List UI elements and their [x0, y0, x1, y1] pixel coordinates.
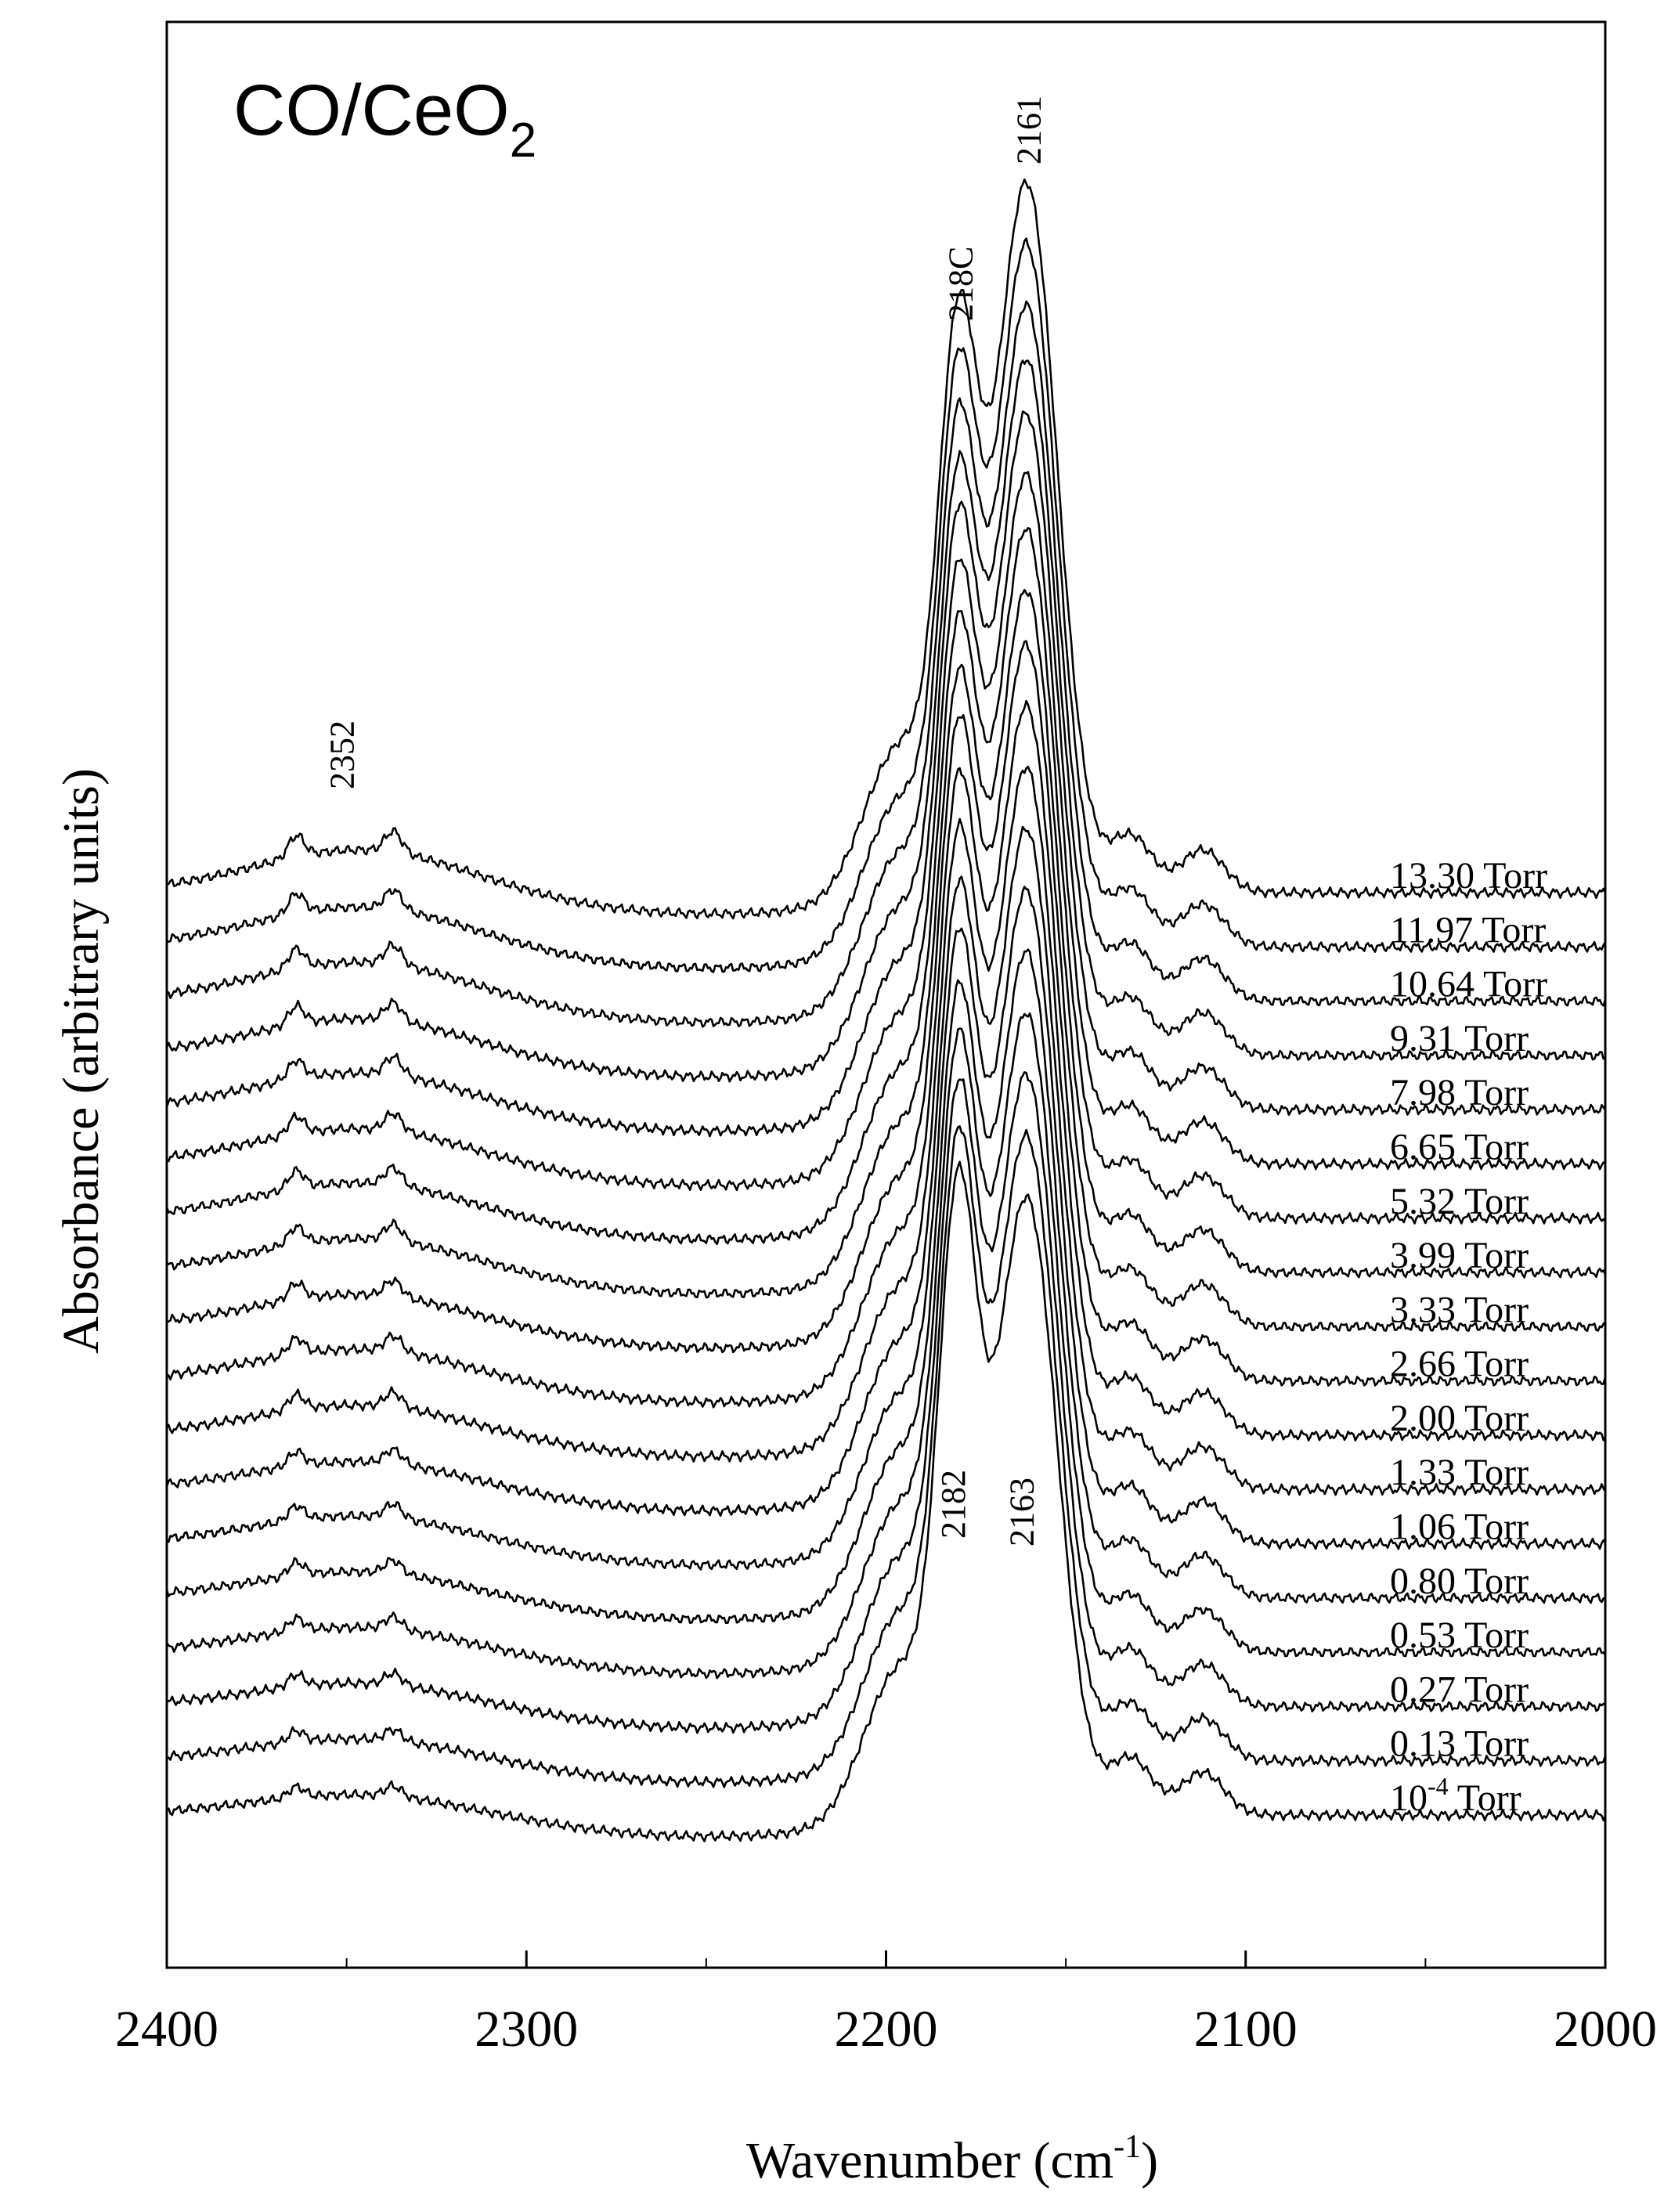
peak-annotation: 218C [941, 247, 980, 321]
spectrum-trace [165, 410, 1607, 1138]
spectrum-trace [165, 1012, 1607, 1680]
peak-annotation: 2182 [934, 1470, 973, 1539]
series-labels: 13.30 Torr 11.97 Torr 10.64 Torr 9.31 Torr 7… [1390, 855, 1547, 1819]
spectrum-trace [165, 527, 1607, 1246]
series-label: 2.66 Torr [1390, 1344, 1529, 1385]
series-label: 0.27 Torr [1390, 1669, 1529, 1710]
series-label: 0.80 Torr [1390, 1561, 1529, 1602]
spectrum-trace [166, 1071, 1606, 1734]
series-label: 3.33 Torr [1390, 1289, 1529, 1330]
series-label: 5.32 Torr [1390, 1181, 1529, 1222]
spectrum-trace [166, 300, 1607, 1028]
series-label: 6.65 Torr [1390, 1127, 1529, 1168]
spectrum-trace [166, 589, 1607, 1299]
series-label: 9.31 Torr [1390, 1018, 1529, 1059]
x-tick-label: 2100 [1194, 2001, 1298, 2058]
series-label: 2.00 Torr [1390, 1398, 1529, 1439]
series-label: 10.64 Torr [1390, 964, 1547, 1005]
y-axis-label: Absorbance (arbitrary units) [52, 768, 110, 1354]
series-label: 10-4 Torr [1390, 1772, 1521, 1819]
spectrum-trace [166, 237, 1607, 973]
peak-annotation: 2161 [1010, 96, 1049, 164]
chart-title: CO/CeO2 [233, 70, 536, 168]
x-tick-label: 2200 [835, 2001, 938, 2058]
series-label: 0.13 Torr [1390, 1723, 1529, 1765]
spectrum-trace [166, 886, 1607, 1571]
spectrum-trace [166, 1160, 1607, 1842]
peak-annotation: 2163 [1002, 1478, 1041, 1546]
spectra-group [165, 178, 1607, 1842]
series-label: 11.97 Torr [1390, 909, 1546, 951]
peak-annotation: 2352 [323, 720, 361, 789]
spectrum-trace [166, 1125, 1607, 1788]
series-label: 3.99 Torr [1390, 1235, 1529, 1276]
x-axis: 2400 2300 2200 2100 2000 [115, 1950, 1657, 2058]
series-label: 1.33 Torr [1390, 1452, 1529, 1493]
spectrum-trace [165, 825, 1607, 1517]
series-label: 13.30 Torr [1390, 855, 1547, 897]
series-label: 1.06 Torr [1390, 1507, 1529, 1548]
spectrum-trace [166, 699, 1607, 1409]
series-label: 7.98 Torr [1390, 1072, 1529, 1113]
spectrum-trace [165, 766, 1607, 1463]
spectrum-trace [165, 359, 1606, 1083]
x-tick-label: 2400 [115, 2001, 218, 2058]
x-axis-label: Wavenumber (cm-1) [746, 2129, 1158, 2189]
peak-annotations: 2161 218C 2352 2182 2163 [323, 96, 1048, 1546]
series-label: 0.53 Torr [1390, 1615, 1529, 1656]
x-tick-label: 2300 [475, 2001, 578, 2058]
spectrum-trace [166, 471, 1606, 1192]
spectrum-trace [166, 178, 1607, 920]
spectrum-trace [165, 948, 1606, 1625]
x-tick-label: 2000 [1554, 2001, 1657, 2058]
spectrum-trace [166, 640, 1606, 1354]
